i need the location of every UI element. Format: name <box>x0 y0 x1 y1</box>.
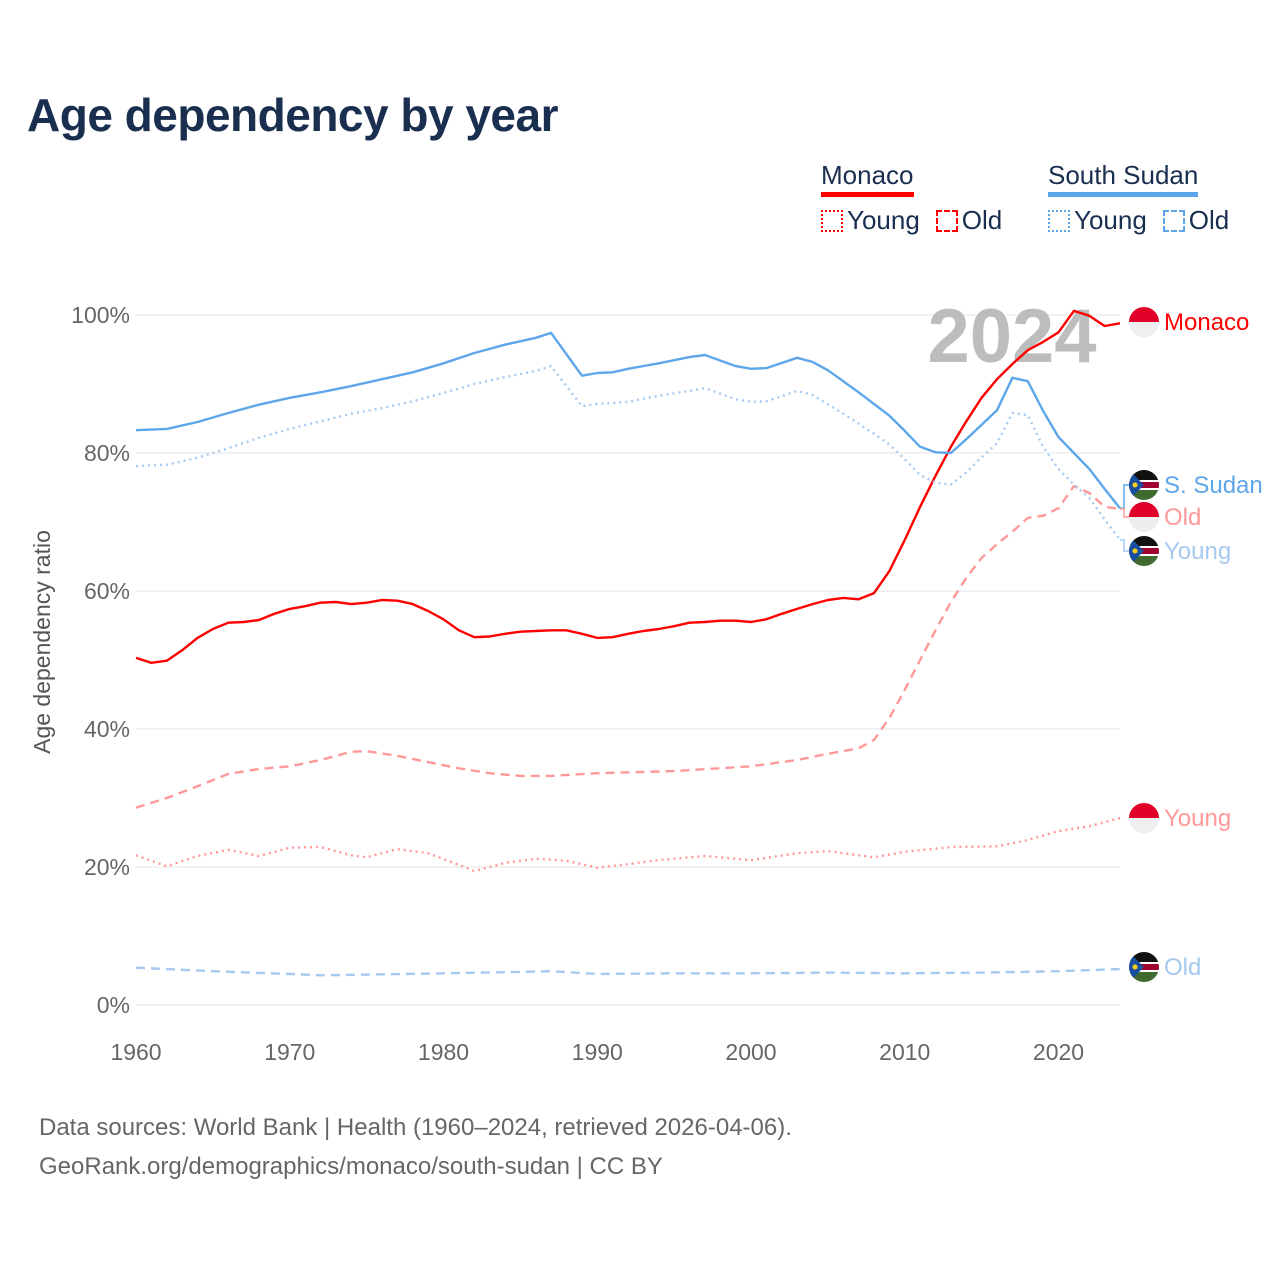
end-label: Old <box>1164 954 1201 981</box>
south-sudan-flag-icon <box>1129 536 1159 566</box>
legend-label: Old <box>1188 205 1230 235</box>
monaco-flag-icon <box>1129 502 1159 532</box>
legend-group-south-sudan: South Sudan Young Old <box>1048 160 1229 236</box>
x-tick-label: 2020 <box>1033 1039 1084 1065</box>
series-line-south-sudan-young[interactable] <box>135 364 1121 541</box>
y-tick-label: 80% <box>84 440 130 466</box>
source-link[interactable]: GeoRank.org/demographics/monaco/south-su… <box>39 1153 663 1180</box>
monaco-flag-icon <box>1129 307 1159 337</box>
year-watermark: 2024 <box>927 294 1096 379</box>
monaco-flag-icon <box>1129 803 1159 833</box>
dotted-swatch-icon <box>1048 209 1070 232</box>
y-tick-label: 40% <box>84 716 130 742</box>
legend-monaco-young[interactable]: Young <box>821 205 920 236</box>
series-line-monaco-total[interactable] <box>135 309 1121 664</box>
legend-south-sudan-old[interactable]: Old <box>1162 205 1230 236</box>
label-connector <box>1120 508 1130 518</box>
x-tick-label: 2010 <box>879 1039 930 1065</box>
x-tick-label: 2000 <box>725 1039 776 1065</box>
x-tick-label: 1990 <box>572 1039 623 1065</box>
end-label: Young <box>1164 538 1231 565</box>
series-line-south-sudan-total[interactable] <box>135 331 1121 509</box>
x-tick-label: 1980 <box>418 1039 469 1065</box>
x-tick-label: 1970 <box>264 1039 315 1065</box>
legend-south-sudan-title: South Sudan <box>1048 160 1199 197</box>
dotted-swatch-icon <box>821 209 843 232</box>
y-tick-label: 100% <box>71 302 130 328</box>
y-tick-label: 60% <box>84 578 130 604</box>
end-label: S. Sudan <box>1164 472 1263 499</box>
label-connector <box>1120 484 1130 509</box>
series-line-monaco-young[interactable] <box>135 816 1121 873</box>
legend-group-monaco: Monaco Young Old <box>821 160 1002 236</box>
chart-title: Age dependency by year <box>27 89 558 141</box>
legend-monaco-title: Monaco <box>821 160 914 197</box>
y-tick-label: 20% <box>84 854 130 880</box>
legend-south-sudan-young[interactable]: Young <box>1048 205 1147 236</box>
y-tick-label: 0% <box>97 992 130 1018</box>
series-line-south-sudan-old[interactable] <box>135 966 1121 977</box>
footer: Data sources: World Bank | Health (1960–… <box>39 1108 792 1186</box>
end-label: Old <box>1164 504 1201 531</box>
legend-monaco-old[interactable]: Old <box>935 205 1003 236</box>
legend-label: Old <box>961 205 1003 235</box>
south-sudan-flag-icon <box>1129 952 1159 982</box>
end-label: Monaco <box>1164 309 1249 336</box>
end-label: Young <box>1164 805 1231 832</box>
series-line-monaco-old[interactable] <box>135 484 1121 809</box>
x-tick-label: 1960 <box>110 1039 161 1065</box>
dashed-swatch-icon <box>935 209 958 232</box>
south-sudan-flag-icon <box>1129 470 1159 500</box>
legend-label: Young <box>847 205 920 235</box>
label-connector <box>1120 539 1130 552</box>
data-source-note: Data sources: World Bank | Health (1960–… <box>39 1114 792 1141</box>
y-axis-label: Age dependency ratio <box>29 530 55 754</box>
legend-label: Young <box>1074 205 1147 235</box>
dashed-swatch-icon <box>1162 209 1185 232</box>
